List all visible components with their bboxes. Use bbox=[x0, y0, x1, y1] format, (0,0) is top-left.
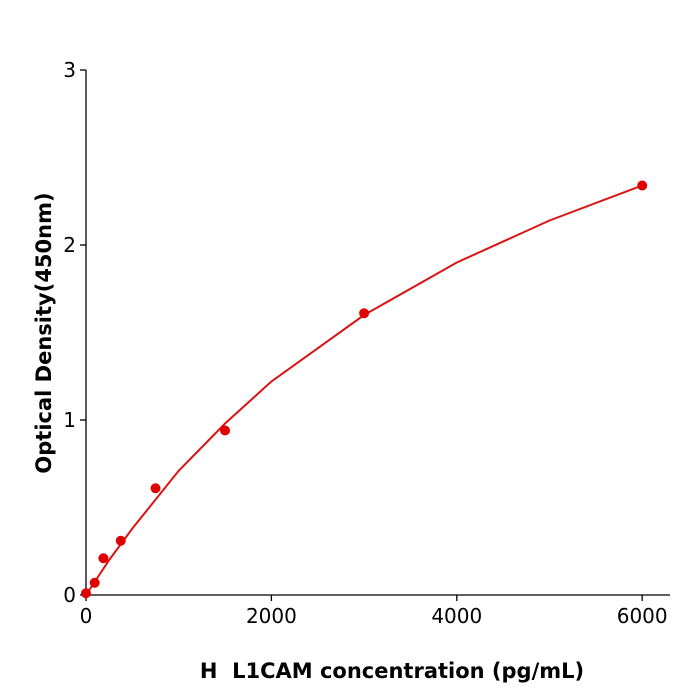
y-tick-label: 1 bbox=[63, 408, 76, 432]
data-point bbox=[98, 553, 109, 564]
y-tick-label: 2 bbox=[63, 233, 76, 257]
data-point bbox=[220, 425, 231, 436]
y-tick-label: 0 bbox=[63, 583, 76, 607]
y-tick-label: 3 bbox=[63, 58, 76, 82]
x-tick-label: 0 bbox=[80, 604, 93, 628]
y-axis-label: Optical Density(450nm) bbox=[32, 192, 56, 473]
fit-curve bbox=[85, 184, 643, 596]
data-point bbox=[115, 535, 126, 546]
data-point bbox=[637, 180, 648, 191]
data-point bbox=[359, 308, 370, 319]
data-point bbox=[81, 588, 91, 599]
x-tick-label: 2000 bbox=[246, 604, 297, 628]
x-tick-label: 4000 bbox=[431, 604, 482, 628]
data-point bbox=[89, 577, 100, 588]
data-point bbox=[150, 483, 161, 494]
x-axis-label: H L1CAM concentration (pg/mL) bbox=[200, 659, 584, 683]
x-tick-label: 6000 bbox=[617, 604, 668, 628]
